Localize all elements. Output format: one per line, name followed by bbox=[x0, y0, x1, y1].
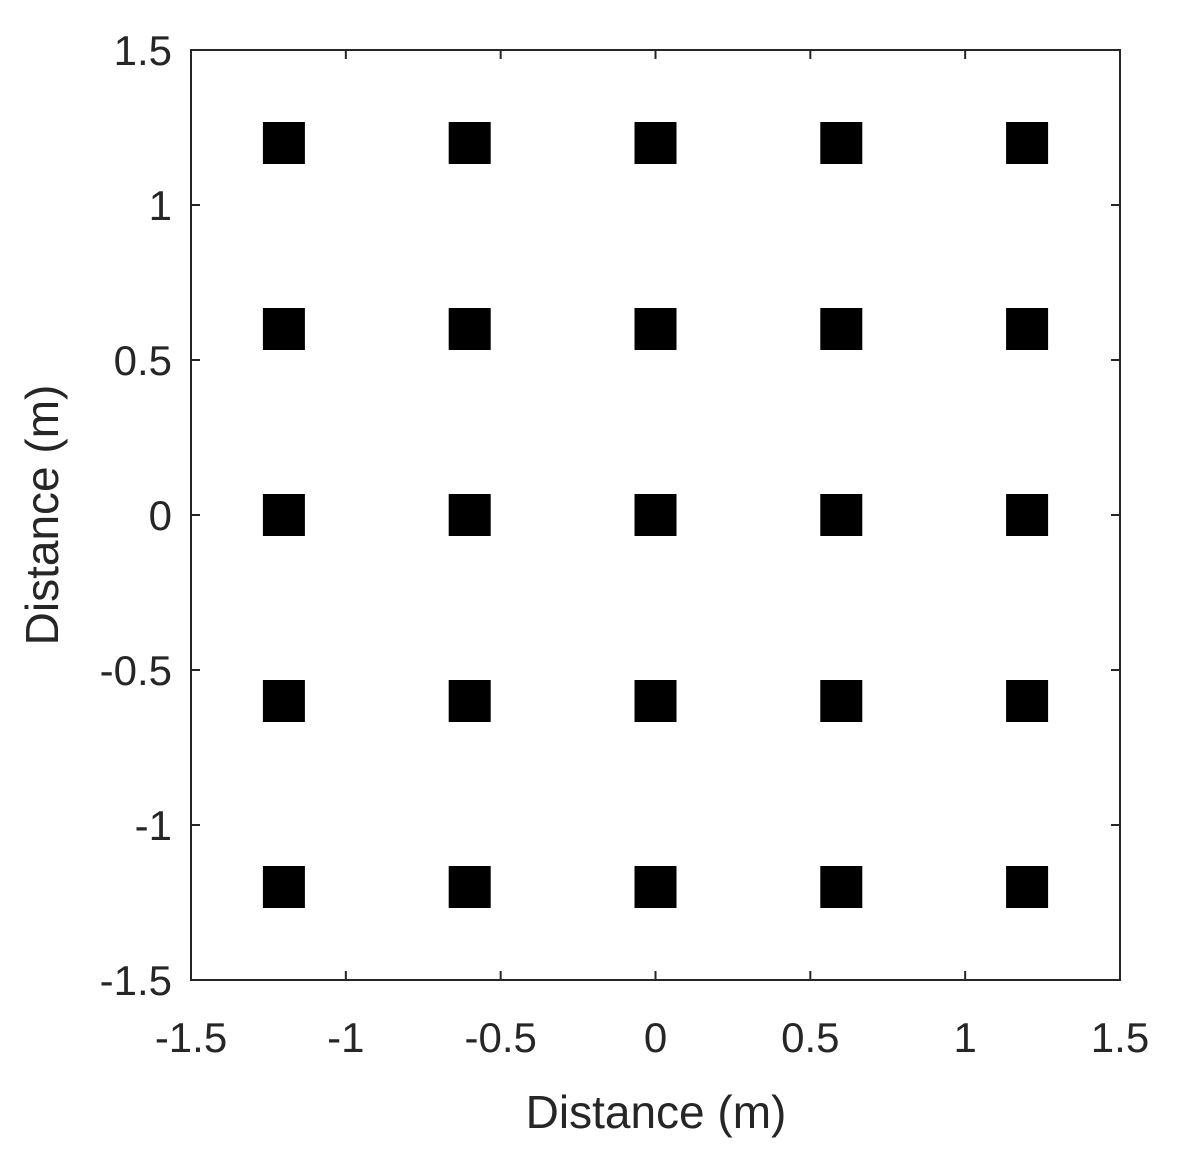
x-axis-label: Distance (m) bbox=[526, 1086, 787, 1138]
plot-frame bbox=[190, 49, 1121, 981]
x-tick-label: -1 bbox=[327, 1014, 364, 1061]
data-point-marker bbox=[1006, 308, 1049, 350]
y-tick-label: 0.5 bbox=[114, 337, 172, 384]
data-point-marker bbox=[448, 494, 491, 536]
data-point-marker bbox=[820, 866, 863, 908]
data-point-marker bbox=[634, 866, 677, 908]
data-markers bbox=[262, 122, 1049, 908]
data-point-marker bbox=[820, 680, 863, 722]
x-tick-label: 0.5 bbox=[781, 1014, 839, 1061]
data-point-marker bbox=[634, 308, 677, 350]
data-point-marker bbox=[634, 494, 677, 536]
data-point-marker bbox=[820, 494, 863, 536]
y-tick-label: 1 bbox=[149, 182, 172, 229]
data-point-marker bbox=[448, 680, 491, 722]
data-point-marker bbox=[262, 122, 305, 164]
data-point-marker bbox=[634, 122, 677, 164]
data-point-marker bbox=[448, 122, 491, 164]
x-tick-label: 0 bbox=[644, 1014, 667, 1061]
y-tick-label: -1 bbox=[135, 802, 172, 849]
x-tick-label: 1 bbox=[953, 1014, 976, 1061]
x-tick-label: -1.5 bbox=[155, 1014, 227, 1061]
data-point-marker bbox=[262, 494, 305, 536]
data-point-marker bbox=[1006, 494, 1049, 536]
data-point-marker bbox=[1006, 866, 1049, 908]
data-point-marker bbox=[1006, 680, 1049, 722]
y-axis-label: Distance (m) bbox=[16, 385, 68, 646]
data-point-marker bbox=[262, 866, 305, 908]
x-tick-labels: -1.5 -1 -0.5 0 0.5 1 1.5 bbox=[155, 1014, 1149, 1061]
y-tick-label: -0.5 bbox=[100, 647, 172, 694]
data-point-marker bbox=[448, 308, 491, 350]
data-point-marker bbox=[448, 866, 491, 908]
data-point-marker bbox=[634, 680, 677, 722]
x-tick-label: -0.5 bbox=[464, 1014, 536, 1061]
data-point-marker bbox=[820, 122, 863, 164]
data-point-marker bbox=[820, 308, 863, 350]
y-tick-label: 0 bbox=[149, 492, 172, 539]
y-tick-labels: 1.5 1 0.5 0 -0.5 -1 -1.5 bbox=[100, 27, 172, 1004]
x-tick-label: 1.5 bbox=[1091, 1014, 1149, 1061]
data-point-marker bbox=[262, 680, 305, 722]
data-point-marker bbox=[262, 308, 305, 350]
y-tick-label: 1.5 bbox=[114, 27, 172, 74]
y-tick-label: -1.5 bbox=[100, 957, 172, 1004]
data-point-marker bbox=[1006, 122, 1049, 164]
